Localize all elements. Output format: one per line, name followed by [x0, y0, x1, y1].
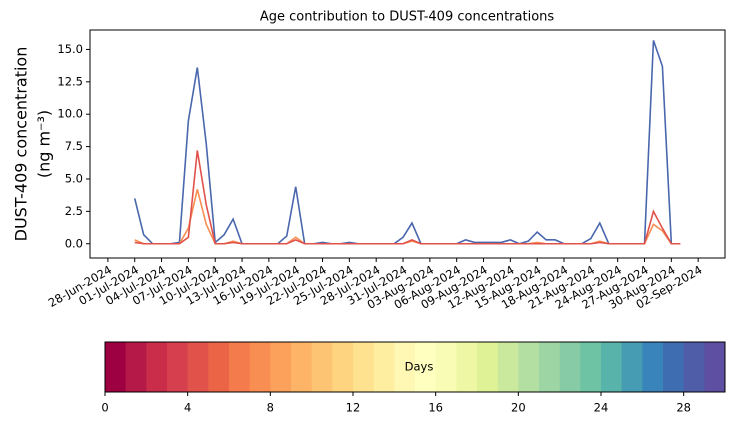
colorbar-swatch	[559, 342, 581, 392]
y-tick-label: 0.0	[65, 236, 83, 250]
colorbar-swatch	[291, 342, 313, 392]
plot-frame	[89, 29, 726, 259]
y-tick-label: 12.5	[57, 74, 83, 88]
colorbar-swatch	[229, 342, 251, 392]
colorbar-tick-label: 12	[346, 401, 361, 415]
colorbar-swatch	[187, 342, 209, 392]
colorbar-swatch	[249, 342, 271, 392]
y-axis-label: (ng m⁻³)	[35, 110, 54, 178]
colorbar-tick-label: 28	[676, 401, 691, 415]
colorbar-swatch	[125, 342, 147, 392]
y-tick-label: 7.5	[65, 139, 83, 153]
colorbar-tick-label: 0	[101, 401, 108, 415]
colorbar-tick-label: 24	[594, 401, 609, 415]
colorbar-swatch	[704, 342, 726, 392]
colorbar-swatch	[353, 342, 375, 392]
colorbar-swatch	[311, 342, 333, 392]
colorbar-tick-label: 20	[511, 401, 526, 415]
colorbar-swatch	[539, 342, 561, 392]
colorbar-tick-label: 4	[184, 401, 191, 415]
colorbar-tick-label: 16	[428, 401, 443, 415]
y-axis-label: DUST-409 concentration	[12, 47, 31, 242]
colorbar-swatch	[477, 342, 499, 392]
y-tick-label: 10.0	[57, 107, 83, 121]
series-line	[134, 189, 681, 245]
series-line	[133, 40, 681, 245]
colorbar-swatch	[518, 342, 540, 392]
colorbar-swatch	[167, 342, 189, 392]
colorbar-frame	[104, 341, 726, 393]
colorbar-swatch	[146, 342, 168, 392]
colorbar-swatch	[456, 342, 478, 392]
colorbar-swatch	[435, 342, 457, 392]
series-line	[134, 150, 681, 245]
colorbar-swatch	[208, 342, 230, 392]
colorbar-swatch	[683, 342, 705, 392]
colorbar-swatch	[415, 342, 437, 392]
colorbar-swatch	[270, 342, 292, 392]
y-tick-label: 5.0	[65, 171, 83, 185]
y-tick-label: 2.5	[65, 204, 83, 218]
colorbar-label: Days	[405, 360, 434, 374]
colorbar-swatch	[105, 342, 127, 392]
colorbar-swatch	[373, 342, 395, 392]
chart-title: Age contribution to DUST-409 concentrati…	[260, 10, 555, 25]
colorbar-swatch	[642, 342, 664, 392]
colorbar-swatch	[621, 342, 643, 392]
colorbar-swatch	[580, 342, 602, 392]
colorbar-swatch	[332, 342, 354, 392]
colorbar-tick-label: 8	[267, 401, 274, 415]
y-tick-label: 15.0	[57, 42, 83, 56]
colorbar-swatch	[497, 342, 519, 392]
colorbar-swatch	[663, 342, 685, 392]
colorbar-swatch	[601, 342, 623, 392]
colorbar-swatch	[394, 342, 416, 392]
